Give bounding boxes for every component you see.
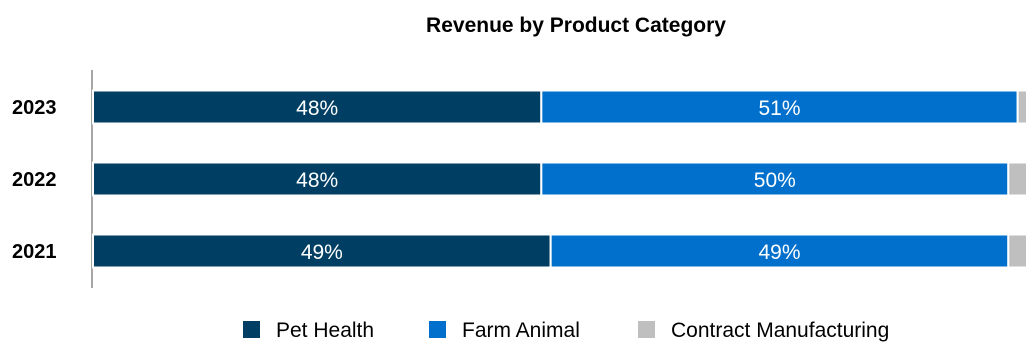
legend-label-pet-health: Pet Health — [276, 319, 374, 342]
bar-label-farm-animal-2023: 51% — [758, 97, 800, 120]
legend: Pet Health Farm Animal Contract Manufactur… — [243, 319, 889, 342]
bar-contract-manufacturing-2023 — [1016, 89, 1026, 125]
bar-contract-manufacturing-2021 — [1007, 233, 1026, 269]
category-label-2021: 2021 — [12, 241, 57, 263]
bar-label-pet-health-2023: 48% — [296, 97, 338, 120]
category-label-2023: 2023 — [12, 97, 57, 119]
category-label-2022: 2022 — [12, 169, 57, 191]
bar-farm-animal-2023 — [540, 89, 1019, 125]
bar-label-pet-health-2021: 49% — [301, 241, 343, 264]
bar-label-farm-animal-2021: 49% — [758, 241, 800, 264]
legend-label-farm-animal: Farm Animal — [462, 319, 580, 342]
legend-label-contract-manufacturing: Contract Manufacturing — [671, 319, 889, 342]
legend-swatch-farm-animal — [429, 321, 446, 338]
legend-swatch-pet-health — [243, 321, 260, 338]
bar-pet-health-2022 — [92, 161, 543, 197]
bar-label-pet-health-2022: 48% — [296, 169, 338, 192]
bar-label-farm-animal-2022: 50% — [754, 169, 796, 192]
bars-group: 2023 48% 51% 2022 48% 50% 2021 49% 49% — [12, 89, 1026, 269]
chart-title: Revenue by Product Category — [426, 14, 726, 37]
legend-swatch-contract-manufacturing — [638, 321, 655, 338]
bar-contract-manufacturing-2022 — [1007, 161, 1026, 197]
